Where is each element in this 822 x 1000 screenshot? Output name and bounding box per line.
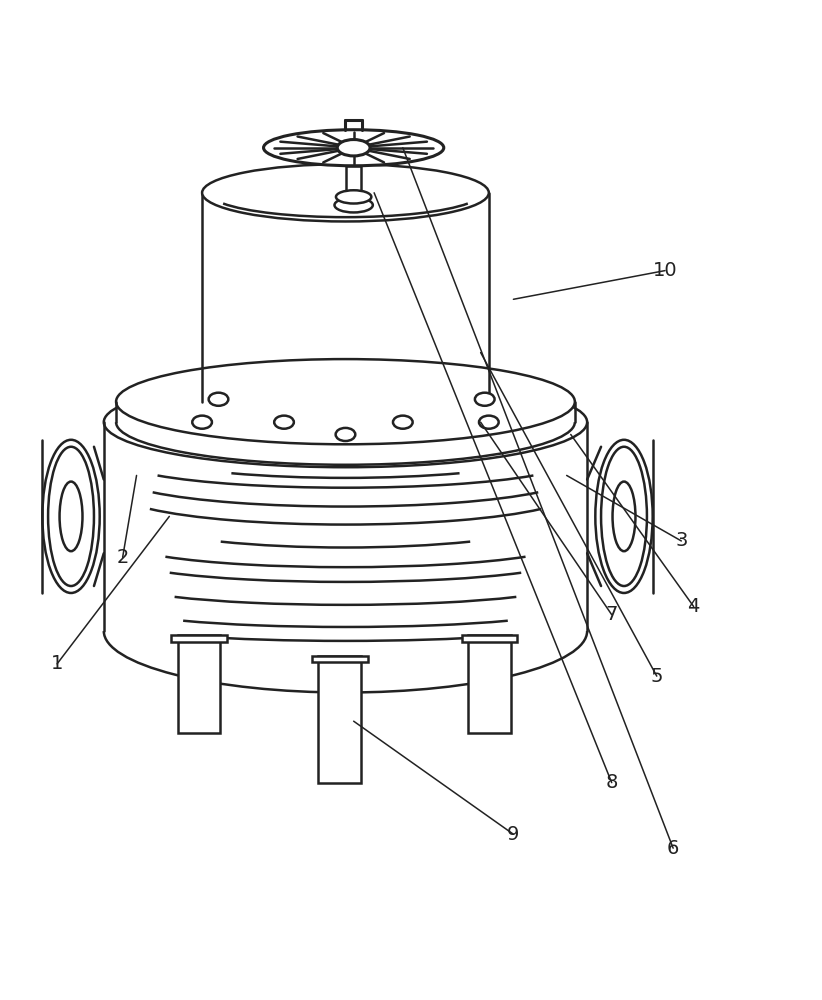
Text: 3: 3 — [675, 531, 687, 550]
Ellipse shape — [337, 140, 370, 156]
Text: 8: 8 — [606, 773, 618, 792]
Text: 6: 6 — [667, 839, 679, 858]
Ellipse shape — [475, 393, 495, 406]
Ellipse shape — [595, 440, 653, 593]
Text: 5: 5 — [650, 667, 663, 686]
Ellipse shape — [264, 130, 444, 166]
Text: 2: 2 — [117, 548, 129, 567]
Ellipse shape — [336, 190, 372, 204]
Ellipse shape — [104, 377, 587, 467]
Bar — [171, 635, 227, 642]
Ellipse shape — [335, 428, 355, 441]
Ellipse shape — [479, 416, 499, 429]
Ellipse shape — [116, 359, 575, 444]
Bar — [312, 656, 367, 662]
Text: 9: 9 — [507, 825, 520, 844]
Bar — [462, 635, 518, 642]
Bar — [346, 166, 361, 209]
Text: 4: 4 — [687, 597, 700, 616]
Bar — [318, 656, 361, 783]
Ellipse shape — [192, 416, 212, 429]
Text: 1: 1 — [51, 654, 63, 673]
Ellipse shape — [393, 416, 413, 429]
Ellipse shape — [59, 482, 82, 551]
Ellipse shape — [209, 393, 229, 406]
Ellipse shape — [601, 447, 647, 586]
Text: 7: 7 — [606, 605, 618, 624]
Ellipse shape — [612, 482, 635, 551]
Ellipse shape — [202, 164, 489, 221]
Bar — [469, 635, 511, 733]
Text: 10: 10 — [653, 261, 677, 280]
Ellipse shape — [275, 416, 293, 429]
Ellipse shape — [335, 198, 373, 212]
Bar — [178, 635, 220, 733]
Ellipse shape — [43, 440, 99, 593]
Ellipse shape — [48, 447, 94, 586]
